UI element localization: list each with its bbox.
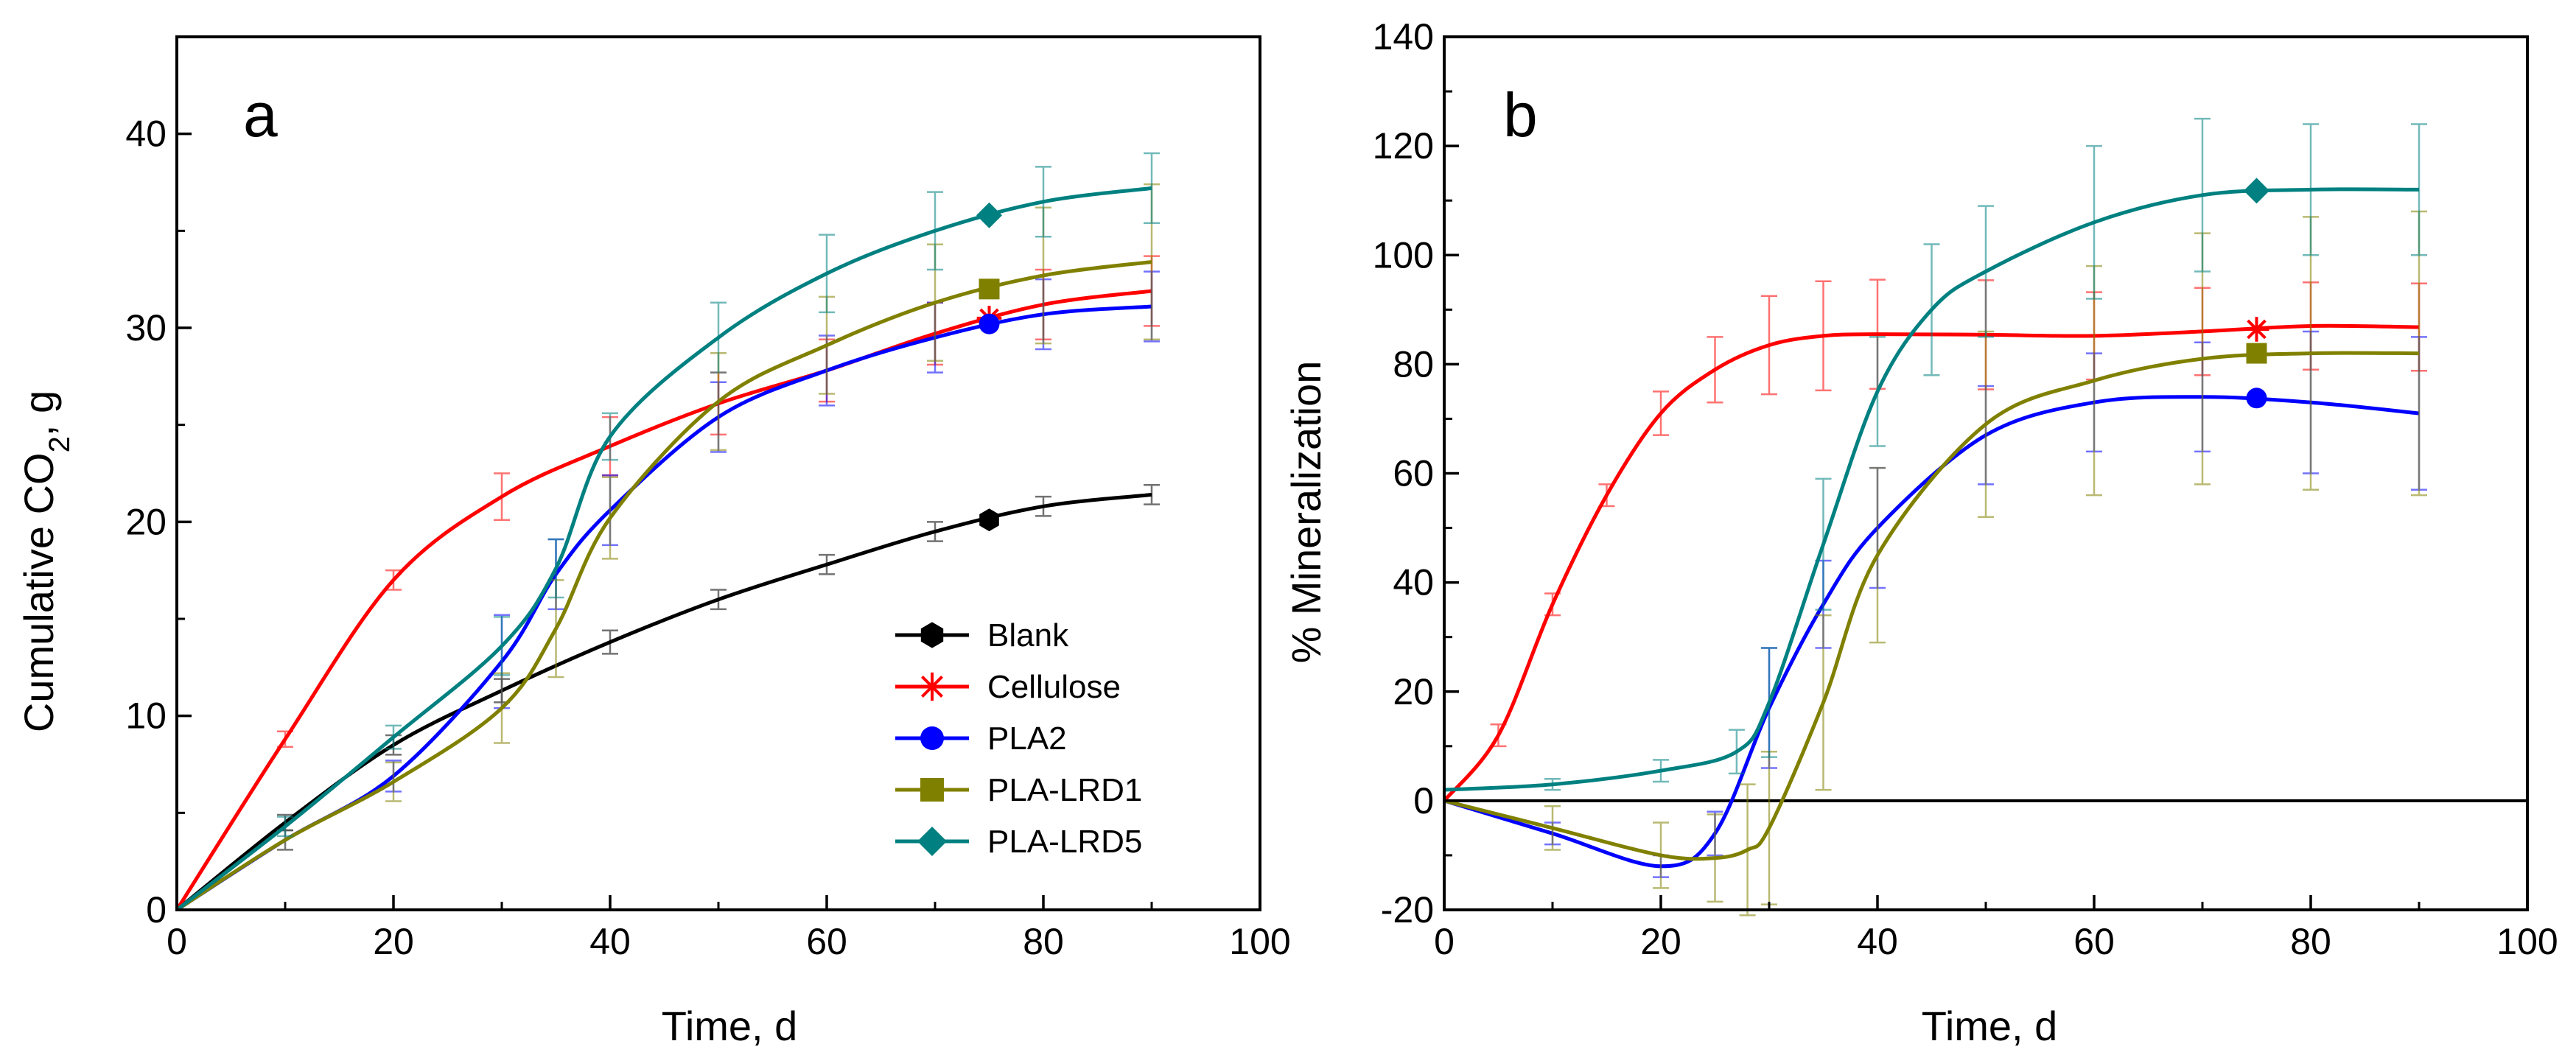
panel-b-ytick-label: 100 <box>1373 234 1434 276</box>
panel-a-series-pla-lrd5-marker <box>976 202 1002 228</box>
legend-entry-pla-lrd1: PLA-LRD1 <box>895 772 1142 808</box>
panel-a-xtick-label: 20 <box>373 921 414 962</box>
panel-b-ytick-label: 0 <box>1413 780 1434 821</box>
panel-b-ytick-label: -20 <box>1381 889 1434 930</box>
panel-b-ylabel: % Mineralization <box>1283 361 1329 664</box>
panel-a-series-cellulose-line <box>175 289 1152 911</box>
panel-a-ytick-label: 20 <box>125 501 167 542</box>
panel-b-xtick-label: 40 <box>1857 921 1898 962</box>
panel-b-series-pla-lrd1-line <box>1443 351 2420 861</box>
legend-entry-cellulose-label: Cellulose <box>987 669 1121 705</box>
panel-b-xtick-label: 60 <box>2073 921 2115 962</box>
panel-b-ytick-label: 60 <box>1393 453 1434 494</box>
panel-b-series-pla-lrd5-marker <box>2244 178 2269 204</box>
panel-b-series-pla-lrd1-marker <box>2246 343 2267 364</box>
panel-a-xlabel: Time, d <box>662 1003 798 1049</box>
legend-entry-pla-lrd5-marker <box>917 827 947 856</box>
panel-a-ylabel-main: Cumulative CO <box>15 452 62 732</box>
panel-a-series-pla-lrd1-marker <box>979 278 1000 300</box>
panel-b-ytick-label: 80 <box>1393 343 1434 385</box>
legend-entry-cellulose-marker <box>917 672 947 701</box>
panel-a-ylabel: Cumulative CO2, g <box>15 390 76 732</box>
panel-b-ytick-label: 40 <box>1393 562 1434 603</box>
panel-b-series-pla-lrd5-line <box>1443 187 2420 792</box>
panel-b-series-pla2-line <box>1443 395 2420 869</box>
panel-a-series-blank-error-bar <box>1144 484 1160 505</box>
panel-a-label: a <box>243 80 278 150</box>
panel-a-ytick-label: 40 <box>125 113 167 155</box>
panel-a-xtick-label: 80 <box>1023 921 1064 962</box>
legend-entry-pla-lrd5: PLA-LRD5 <box>895 824 1142 860</box>
panel-b-series <box>1443 117 2527 916</box>
legend-entry-blank: Blank <box>895 617 1069 653</box>
legend-entry-blank-label: Blank <box>987 617 1069 653</box>
legend-entry-pla2-label: PLA2 <box>987 721 1067 757</box>
legend-entry-pla-lrd1-label: PLA-LRD1 <box>987 772 1142 808</box>
panel-a-ytick-label: 10 <box>125 695 167 737</box>
panel-a-series-blank-marker <box>979 508 999 532</box>
panel-a: 0 20 40 60 80 100 0 10 20 30 40 a Time, d Cumulati… <box>15 35 1291 1049</box>
panel-a-axes: 0 20 40 60 80 100 0 10 20 30 40 <box>125 35 1291 962</box>
panel-b-xlabel: Time, d <box>1922 1003 2058 1049</box>
panel-a-xtick-label: 0 <box>167 921 187 962</box>
legend-entry-pla2-marker <box>920 726 944 750</box>
panel-a-xtick-label: 60 <box>806 921 847 962</box>
legend-entry-blank-marker <box>920 622 944 648</box>
panel-a-series-pla-lrd5-line <box>175 186 1152 911</box>
panel-a-series-pla-lrd1-line <box>175 260 1152 912</box>
panel-b-ytick-label: 140 <box>1373 16 1434 57</box>
panel-b-xtick-label: 80 <box>2290 921 2331 962</box>
panel-b-series-cellulose-marker <box>2244 317 2269 342</box>
panel-b-ytick-label: 120 <box>1373 125 1434 167</box>
panel-b-xtick-label: 20 <box>1640 921 1681 962</box>
panel-a-series-pla2-marker <box>979 313 1000 334</box>
panel-a-series <box>175 152 1160 912</box>
legend-entry-pla-lrd1-marker <box>920 778 944 802</box>
panel-b-series-pla-lrd1 <box>1443 210 2427 916</box>
panel-b-xtick-label: 0 <box>1434 921 1455 962</box>
panel-b-series-cellulose-marker-stroke <box>2247 319 2267 340</box>
legend-entry-pla-lrd5-label: PLA-LRD5 <box>987 824 1142 860</box>
panel-a-ylabel-sub: 2 <box>43 436 76 452</box>
panel-a-xtick-label: 100 <box>1229 921 1290 962</box>
panel-b-ytick-label: 20 <box>1393 671 1434 712</box>
legend-entry-cellulose: Cellulose <box>895 669 1121 705</box>
panel-a-ytick-label: 0 <box>146 889 167 930</box>
legend-entry-pla2: PLA2 <box>895 721 1067 757</box>
panel-b-xtick-label: 100 <box>2496 921 2558 962</box>
panel-b-series-pla-lrd5 <box>1443 117 2427 792</box>
panel-a-ylabel-unit: , g <box>15 390 62 436</box>
legend-entry-cellulose-marker-stroke <box>921 676 943 698</box>
panel-a-ytick-label: 30 <box>125 307 167 348</box>
panel-a-xtick-label: 40 <box>589 921 631 962</box>
panel-b-series-pla2-marker <box>2246 388 2267 409</box>
panel-a-series-pla-lrd5 <box>175 152 1160 911</box>
panel-b-label: b <box>1503 80 1538 150</box>
legend: Blank Cellulose PLA2 PLA-LRD1 PLA-LRD5 <box>895 617 1142 860</box>
